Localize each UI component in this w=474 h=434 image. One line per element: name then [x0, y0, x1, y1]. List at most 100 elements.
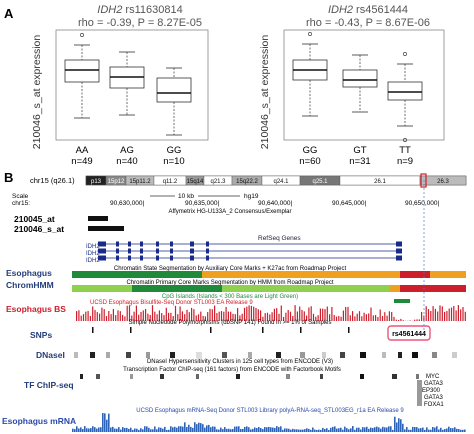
tf-block-1: [96, 374, 100, 379]
mrna-bar: [360, 429, 362, 432]
mrna-bar: [128, 428, 130, 432]
bs-bar: [138, 314, 140, 321]
mrna-bar: [270, 427, 272, 432]
bs-bar: [140, 311, 142, 321]
bs-bar: [317, 315, 319, 321]
tf-factor-3: EP300: [422, 388, 441, 394]
mrna-bar: [444, 429, 446, 432]
mrna-bar: [262, 429, 264, 432]
gene-exon-2-2: [128, 255, 131, 261]
tf-block-5: [236, 374, 240, 379]
right-n-gt: n=31: [349, 156, 370, 167]
bs-bar: [457, 305, 459, 321]
gene-exon-1-3: [140, 248, 143, 254]
mrna-bar: [314, 429, 316, 432]
dnase-block-18: [452, 352, 457, 358]
bs-bar: [292, 315, 294, 321]
dnase-block-7: [222, 352, 227, 358]
mrna-bar: [326, 428, 328, 432]
track-label-snps: SNPs: [30, 330, 52, 340]
bs-bar: [352, 311, 354, 321]
gene-exon-2-3: [140, 255, 143, 261]
bs-bar: [119, 311, 121, 321]
bs-bar: [416, 319, 418, 321]
mrna-track-label: UCSD Esophagus mRNA-Seq Donor STL003 Lib…: [136, 408, 404, 414]
bs-bar: [170, 312, 172, 321]
mrna-bar: [250, 429, 252, 432]
mrna-bar: [138, 429, 140, 432]
tf-block-0: [80, 374, 83, 379]
track-label-chromhmm: ChromHMM: [6, 280, 54, 290]
bs-bar: [393, 316, 395, 321]
bs-track-label: UCSD Esophagus Bisulfite-Seq Donor STL00…: [90, 300, 253, 306]
bs-bar: [315, 316, 317, 321]
mrna-bar: [334, 426, 336, 432]
bs-bar: [409, 320, 411, 321]
right-n-tt: n=9: [397, 156, 413, 167]
mrna-bar: [186, 427, 188, 432]
bs-bar: [296, 311, 298, 321]
mrna-coverage-bars: [72, 413, 466, 432]
mrna-bar: [428, 429, 430, 432]
bs-bar: [372, 315, 374, 321]
mrna-bar: [300, 429, 302, 432]
mrna-bar: [322, 427, 324, 432]
mrna-bar: [418, 428, 420, 432]
mrna-bar: [108, 413, 110, 432]
dnase-block-5: [170, 352, 175, 358]
dnase-block-11: [322, 352, 326, 358]
mrna-bar: [412, 426, 414, 432]
bs-bar: [342, 310, 344, 321]
bs-bar: [248, 305, 250, 321]
right-plot-frame: [283, 29, 445, 141]
bs-bar: [448, 308, 450, 321]
bs-bar: [418, 319, 420, 321]
gene-exon-1-1: [116, 248, 119, 254]
mrna-bar: [400, 419, 402, 432]
mrna-bar: [76, 426, 78, 432]
bs-bar: [400, 318, 402, 321]
mrna-bar: [274, 427, 276, 432]
mrna-bar: [134, 428, 136, 432]
bs-bar: [437, 311, 439, 321]
mrna-bar: [290, 429, 292, 432]
bs-bar: [174, 305, 177, 321]
mrna-bar: [278, 427, 280, 432]
tf-factor-1: MYC: [426, 374, 440, 380]
bs-bar: [209, 308, 211, 321]
mrna-bar: [426, 427, 428, 432]
mrna-bar: [458, 429, 460, 432]
mrna-bar: [332, 426, 334, 432]
mrna-bar: [154, 426, 156, 432]
mrna-bar: [132, 429, 134, 432]
snp-track-label: Simple Nucleotide Polymorphisms (dbSNP 1…: [129, 320, 332, 326]
gene-exon-2-1: [116, 255, 119, 261]
tf-factor-5: FOXA1: [424, 402, 444, 408]
left-y-axis-label: 210046_s_at expression: [31, 35, 43, 150]
snp-tick-2: [210, 327, 212, 333]
coord-chr-label: chr15:: [12, 200, 30, 207]
band-label-4: 15q14: [187, 179, 204, 185]
mrna-bar: [170, 426, 172, 432]
bs-bar: [253, 306, 255, 321]
mrna-bar: [312, 427, 314, 432]
mrna-bar: [338, 428, 340, 432]
mrna-bar: [370, 427, 372, 432]
track-label-esophagus: Esophagus: [6, 268, 52, 278]
mrna-bar: [454, 427, 456, 432]
gene-exon-2-8: [396, 255, 402, 261]
dnase-block-10: [300, 352, 305, 358]
mrna-bar: [408, 429, 410, 432]
bs-bar: [177, 314, 179, 321]
tf-track-label: Transcription Factor ChIP-seq (161 facto…: [123, 367, 341, 373]
mrna-bar: [80, 427, 82, 432]
snp-tick-5: [348, 327, 350, 333]
mrna-bar: [252, 428, 254, 432]
right-plot-title: IDH2 rs4561444: [328, 4, 408, 16]
bs-bar: [269, 314, 271, 321]
mrna-bar: [396, 422, 398, 432]
bs-bar: [266, 312, 269, 321]
mrna-bar: [374, 427, 376, 432]
mrna-bar: [174, 426, 176, 432]
